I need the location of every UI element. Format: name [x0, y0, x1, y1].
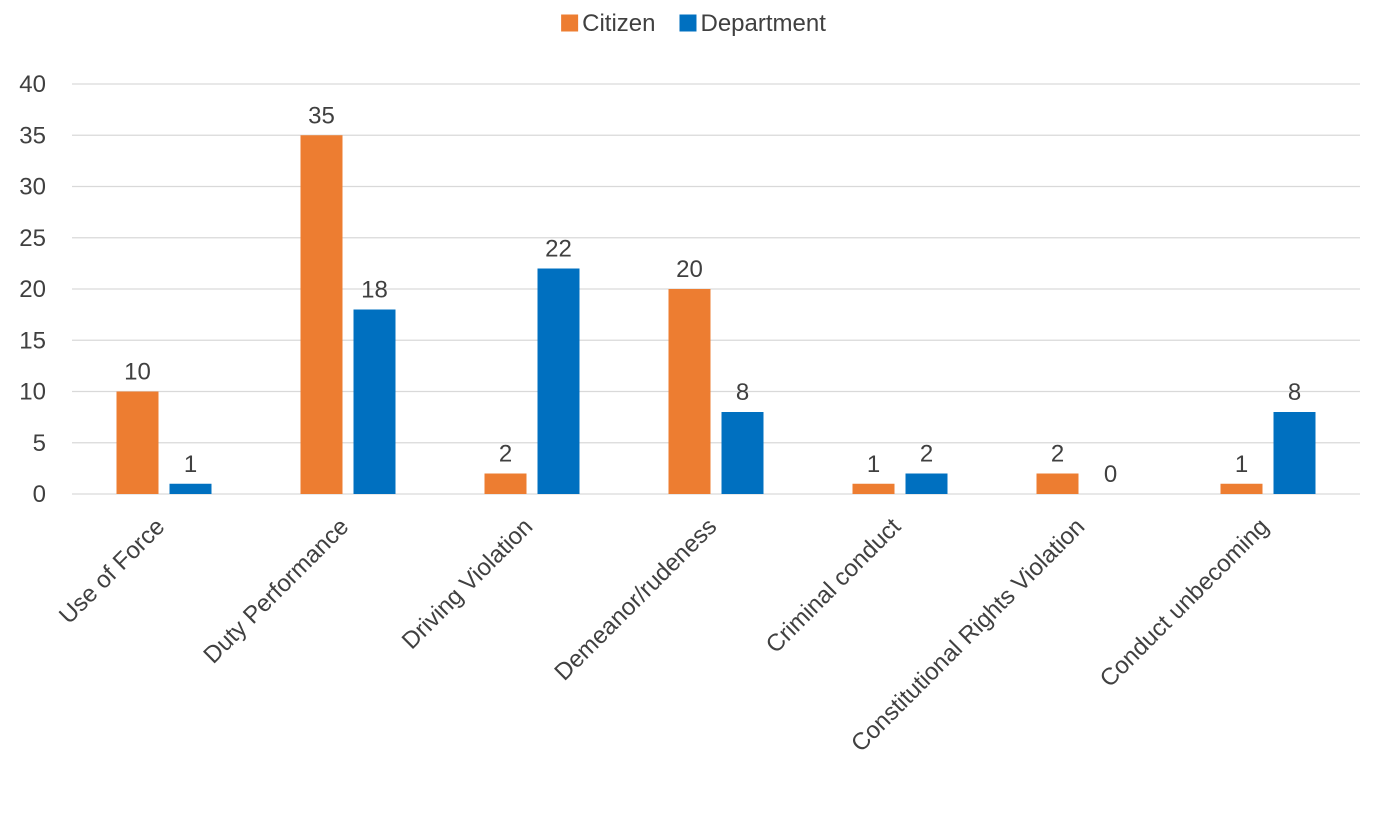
legend-label-department: Department [700, 10, 826, 37]
x-axis-labels: Use of Force Duty Performance Driving Viol… [54, 513, 1274, 757]
bar-department-demeanor-rudeness [722, 412, 764, 494]
legend-label-citizen: Citizen [582, 10, 655, 37]
y-tick-label-40: 40 [19, 71, 46, 98]
legend-swatch-department [679, 15, 696, 32]
y-tick-label-0: 0 [33, 481, 46, 508]
bar-citizen-driving-violation [485, 474, 527, 495]
bar-department-duty-performance [354, 310, 396, 495]
legend-swatch-citizen [561, 15, 578, 32]
legend-item-citizen: Citizen [561, 10, 655, 37]
data-label-citizen-conduct-unbecoming: 1 [1235, 451, 1248, 478]
bars [117, 135, 1316, 494]
x-tick-label-demeanor-rudeness: Demeanor/rudeness [549, 513, 722, 686]
gridlines [72, 84, 1360, 494]
data-label-department-demeanor-rudeness: 8 [736, 379, 749, 406]
bar-citizen-criminal-conduct [853, 484, 895, 494]
bar-department-use-of-force [170, 484, 212, 494]
data-label-citizen-driving-violation: 2 [499, 441, 512, 468]
data-label-citizen-use-of-force: 10 [124, 359, 151, 386]
data-label-citizen-constitutional-rights-violation: 2 [1051, 441, 1064, 468]
x-tick-label-conduct-unbecoming: Conduct unbecoming [1095, 513, 1274, 692]
bar-department-criminal-conduct [906, 474, 948, 495]
x-tick-label-use-of-force: Use of Force [54, 513, 170, 629]
data-label-citizen-demeanor-rudeness: 20 [676, 256, 703, 283]
x-tick-label-criminal-conduct: Criminal conduct [761, 513, 907, 659]
data-label-department-conduct-unbecoming: 8 [1288, 379, 1301, 406]
bar-citizen-duty-performance [301, 135, 343, 494]
data-label-citizen-duty-performance: 35 [308, 102, 335, 129]
data-label-citizen-criminal-conduct: 1 [867, 451, 880, 478]
x-tick-label-duty-performance: Duty Performance [198, 513, 354, 669]
data-label-department-constitutional-rights-violation: 0 [1104, 461, 1117, 488]
data-label-department-duty-performance: 18 [361, 277, 388, 304]
y-tick-label-35: 35 [19, 122, 46, 149]
y-axis-ticks: 0 5 10 15 20 25 30 35 40 [19, 71, 46, 508]
bar-citizen-use-of-force [117, 392, 159, 495]
legend-item-department: Department [679, 10, 826, 37]
x-tick-label-driving-violation: Driving Violation [397, 513, 538, 654]
bar-department-driving-violation [538, 269, 580, 495]
y-tick-label-25: 25 [19, 225, 46, 252]
bar-citizen-constitutional-rights-violation [1037, 474, 1079, 495]
y-tick-label-30: 30 [19, 174, 46, 201]
bar-department-conduct-unbecoming [1274, 412, 1316, 494]
y-tick-label-10: 10 [19, 379, 46, 406]
data-label-department-use-of-force: 1 [184, 451, 197, 478]
data-label-department-criminal-conduct: 2 [920, 441, 933, 468]
bar-citizen-demeanor-rudeness [669, 289, 711, 494]
chart-legend: Citizen Department [561, 10, 826, 37]
data-label-department-driving-violation: 22 [545, 236, 572, 263]
y-tick-label-5: 5 [33, 430, 46, 457]
y-tick-label-20: 20 [19, 276, 46, 303]
bar-citizen-conduct-unbecoming [1221, 484, 1263, 494]
y-tick-label-15: 15 [19, 327, 46, 354]
